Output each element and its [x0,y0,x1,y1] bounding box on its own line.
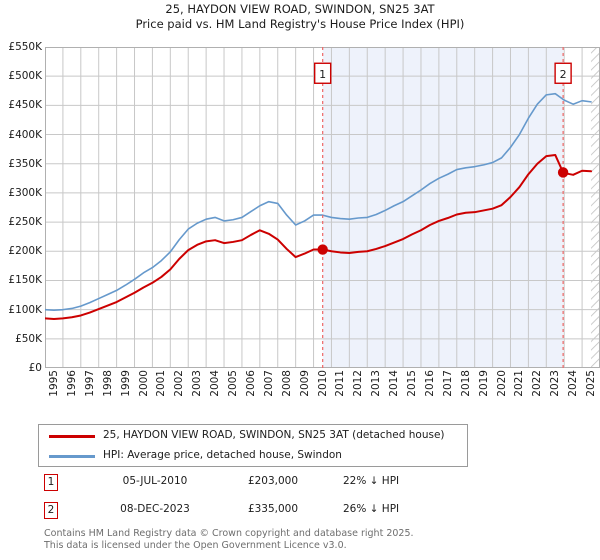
x-axis-tick-label: 2003 [191,370,204,397]
transaction-price-2: £335,000 [247,503,299,515]
event-label-text: 2 [560,68,567,81]
footer-line-1: Contains HM Land Registry data © Crown c… [44,528,414,539]
ownership-highlight-band [322,47,564,368]
x-axis-tick-label: 2008 [280,370,293,397]
sale-point-marker[interactable] [557,167,569,178]
x-axis-tick-label: 1996 [65,370,78,397]
y-axis-tick-label: £300K [8,186,42,199]
legend-label-property: 25, HAYDON VIEW ROAD, SWINDON, SN25 3AT … [103,429,445,441]
footer-line-2: This data is licensed under the Open Gov… [44,539,347,551]
x-axis-tick-label: 2012 [352,370,365,397]
transaction-price-1: £203,000 [247,475,299,487]
transaction-badge-1: 1 [44,474,58,491]
legend-swatch-property [49,435,95,438]
x-axis-tick-label: 2009 [298,370,311,397]
x-axis-tick-label: 2015 [406,370,419,397]
y-axis-tick-label: £350K [8,157,42,170]
x-axis-tick-label: 2025 [585,370,598,397]
transaction-date-2: 08-DEC-2023 [120,503,190,515]
transaction-row-1[interactable]: 1 05-JUL-2010 £203,000 22% ↓ HPI [38,474,478,496]
x-axis-tick-label: 2021 [513,370,526,397]
x-axis-tick-label: 1999 [119,370,132,397]
x-axis-tick-label: 2017 [441,370,454,397]
x-axis-tick-label: 2019 [477,370,490,397]
legend-item-hpi: HPI: Average price, detached house, Swin… [39,446,467,467]
x-axis-tick-label: 2024 [567,370,580,397]
y-axis-tick-label: £100K [8,303,42,316]
x-axis-tick-label: 2002 [173,370,186,397]
transaction-date-1: 05-JUL-2010 [122,475,188,487]
transaction-badge-2: 2 [44,502,58,519]
legend-label-hpi: HPI: Average price, detached house, Swin… [103,449,342,461]
event-label-box[interactable] [313,62,332,84]
page-subtitle: Price paid vs. HM Land Registry's House … [135,17,465,31]
x-axis-tick-label: 2014 [388,370,401,397]
sale-point-marker[interactable] [317,244,328,255]
x-axis-tick-label: 2006 [244,370,257,397]
y-axis-tick-label: £0 [28,362,42,374]
y-axis-tick-label: £450K [8,99,42,112]
y-axis-tick-label: £250K [8,216,42,229]
x-axis-tick-label: 2016 [423,370,436,397]
y-axis-tick-label: £550K [8,41,42,53]
y-axis-tick-label: £150K [8,274,42,287]
x-axis-tick-label: 2011 [334,370,347,397]
x-axis-tick-label: 2000 [137,370,150,397]
transaction-hpi-delta-1: 22% ↓ HPI [343,475,400,487]
hpi-line-series [45,92,592,312]
x-axis-tick-label: 2001 [155,370,168,397]
y-axis: £0 £50K £100K £150K £200K £250K £300K £350K £400… [0,41,43,374]
legend-item-property: 25, HAYDON VIEW ROAD, SWINDON, SN25 3AT … [39,426,467,447]
transaction-hpi-delta-2: 26% ↓ HPI [343,503,400,515]
x-axis-tick-label: 2007 [262,370,275,397]
x-axis-tick-label: 2010 [316,370,329,397]
x-axis-tick-label: 2023 [549,370,562,397]
footer-attribution: Contains HM Land Registry data © Crown c… [44,528,584,551]
y-axis-tick-label: £50K [15,332,42,345]
chart-title-block: 25, HAYDON VIEW ROAD, SWINDON, SN25 3AT … [0,2,600,32]
x-axis-tick-label: 1997 [83,370,96,397]
x-axis-tick-label: 2005 [227,370,240,397]
event-label-text: 1 [319,68,326,81]
y-axis-tick-label: £500K [8,70,42,83]
x-axis: 1995 1996 1997 1998 1999 2000 2001 2002 2003 2004… [45,370,600,412]
legend-swatch-hpi [49,455,95,458]
event-label-box[interactable] [554,62,572,84]
x-axis-tick-label: 1995 [48,370,60,397]
x-axis-tick-label: 2022 [531,370,544,397]
x-axis-tick-label: 2013 [370,370,383,397]
chart-legend: 25, HAYDON VIEW ROAD, SWINDON, SN25 3AT … [38,424,468,467]
x-axis-tick-label: 2004 [209,370,222,397]
y-axis-tick-label: £400K [8,128,42,141]
page-title: 25, HAYDON VIEW ROAD, SWINDON, SN25 3AT [165,2,435,16]
x-axis-tick-label: 1998 [101,370,114,397]
transaction-row-2[interactable]: 2 08-DEC-2023 £335,000 26% ↓ HPI [38,502,478,524]
projection-hatch-region [591,47,600,368]
y-axis-tick-label: £200K [8,245,42,258]
x-axis-tick-label: 2018 [459,370,472,397]
x-axis-tick-label: 2020 [495,370,508,397]
